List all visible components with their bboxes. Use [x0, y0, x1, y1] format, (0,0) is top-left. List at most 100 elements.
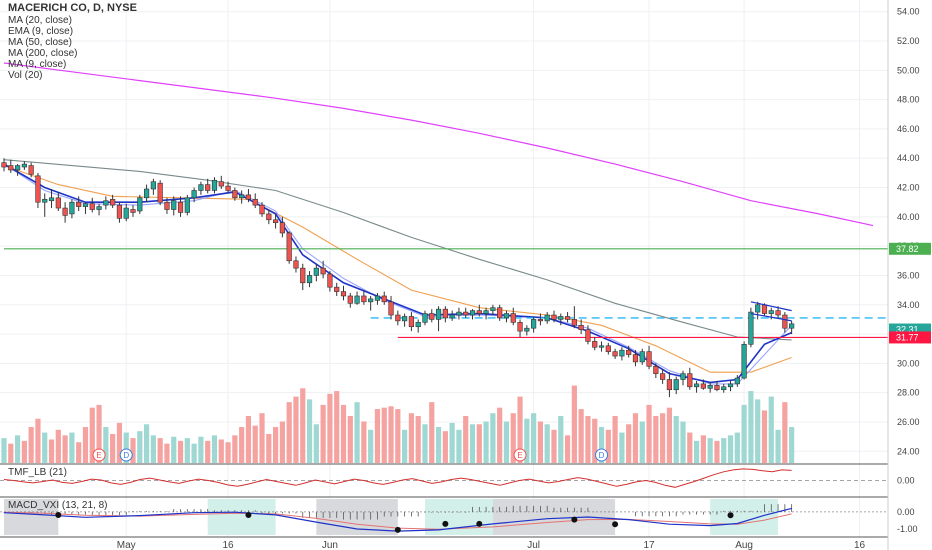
volume-bar: [721, 438, 727, 463]
candle-body: [252, 198, 258, 206]
volume-bar: [673, 415, 679, 463]
candle-body: [537, 319, 544, 322]
volume-bar: [564, 435, 571, 463]
candle-body: [660, 373, 666, 380]
price-tag-label: 31.77: [896, 333, 919, 343]
time-tick-label: 16: [223, 540, 235, 550]
volume-bar: [456, 429, 462, 463]
price-tick-label: 46.00: [897, 124, 920, 134]
trend-line: [750, 301, 792, 312]
candle-body: [422, 313, 428, 323]
candle-body: [130, 209, 136, 213]
event-marker: [595, 448, 609, 462]
volume-bar: [150, 435, 156, 463]
event-letter: E: [517, 451, 522, 460]
volume-bar: [14, 435, 21, 463]
candle-body: [578, 324, 584, 330]
price-tick-label: 34.00: [897, 300, 920, 310]
candle-body: [605, 345, 611, 352]
volume-bar: [463, 415, 469, 463]
candle-body: [177, 201, 184, 213]
volume-bar: [327, 393, 333, 463]
candle-body: [564, 316, 571, 320]
volume-bar: [35, 418, 41, 463]
volume-bar: [123, 432, 129, 463]
candle-body: [171, 200, 177, 210]
candle-body: [531, 319, 537, 329]
candle-body: [388, 301, 394, 316]
volume-bar: [449, 422, 455, 463]
volume-bar: [55, 429, 61, 463]
indicator-ema9-label[interactable]: EMA (9, close): [8, 26, 74, 37]
indicator-ma20-label[interactable]: MA (20, close): [8, 15, 72, 26]
price-tick-label: 40.00: [897, 212, 920, 222]
volume-bar: [76, 442, 82, 463]
volume-bar: [693, 440, 700, 463]
candle-body: [687, 373, 693, 388]
indicator-ma9-label[interactable]: MA (9, close): [8, 59, 67, 70]
symbol-title[interactable]: MACERICH CO, D, NYSE: [8, 2, 137, 14]
time-tick-label: 17: [643, 540, 655, 550]
candle-body: [21, 163, 27, 168]
candle-body: [123, 207, 129, 219]
candle-body: [239, 194, 245, 199]
candle-body: [137, 197, 143, 212]
time-tick-label: May: [117, 540, 136, 550]
volume-bar: [551, 429, 557, 463]
trend-line: [750, 312, 792, 322]
candle-body: [619, 349, 625, 357]
volume-bar: [592, 418, 598, 463]
volume-bar: [273, 427, 279, 463]
price-tag-label: 32.31: [896, 325, 919, 335]
tmf-panel-label[interactable]: TMF_LB (21): [8, 467, 67, 478]
candle-body: [211, 179, 218, 191]
volume-bar: [368, 429, 374, 463]
indicator-ma200-label[interactable]: MA (200, close): [8, 48, 78, 59]
price-tag: [889, 331, 931, 344]
macd-shade: [207, 499, 276, 535]
volume-bar: [517, 396, 523, 463]
candle-body: [103, 200, 109, 206]
volume-bar: [340, 404, 347, 463]
volume-bar: [62, 435, 68, 463]
candle-body: [666, 379, 673, 391]
candle-body: [524, 327, 530, 332]
candle-body: [320, 267, 326, 275]
volume-bar: [361, 421, 367, 463]
candle-body: [571, 319, 577, 326]
indicator-ma50-label[interactable]: MA (50, close): [8, 37, 72, 48]
ma20-line: [3, 165, 792, 373]
candle-body: [198, 184, 204, 191]
candle-body: [259, 204, 265, 215]
macd-cross-marker: [571, 516, 578, 523]
volume-bar: [415, 415, 421, 463]
volume-bar: [789, 427, 795, 463]
candle-body: [116, 204, 123, 219]
candle-body: [313, 267, 319, 276]
volume-bar: [734, 432, 740, 463]
macd-panel-label[interactable]: MACD_VXI (13, 21, 8): [8, 500, 108, 511]
price-tick-label: 48.00: [897, 95, 920, 105]
candle-body: [510, 313, 516, 323]
candle-body: [157, 182, 163, 203]
candle-body: [368, 298, 374, 303]
indicator-vol-label[interactable]: Vol (20): [8, 70, 43, 81]
candle-body: [469, 310, 476, 316]
candle-body: [76, 201, 82, 207]
candle-body: [598, 345, 605, 348]
volume-bar: [537, 421, 544, 463]
candle-body: [544, 314, 550, 322]
price-tick-label: 28.00: [897, 388, 920, 398]
candle-body: [727, 383, 734, 388]
macd-line: [3, 507, 792, 532]
volume-bar: [300, 388, 306, 463]
candle-body: [646, 351, 652, 367]
candle-body: [442, 308, 448, 319]
candle-body: [456, 311, 462, 316]
candle-body: [150, 181, 156, 190]
volume-bar: [21, 440, 27, 463]
volume-bar: [755, 399, 761, 463]
candle-body: [279, 222, 285, 234]
candle-body: [327, 273, 333, 288]
